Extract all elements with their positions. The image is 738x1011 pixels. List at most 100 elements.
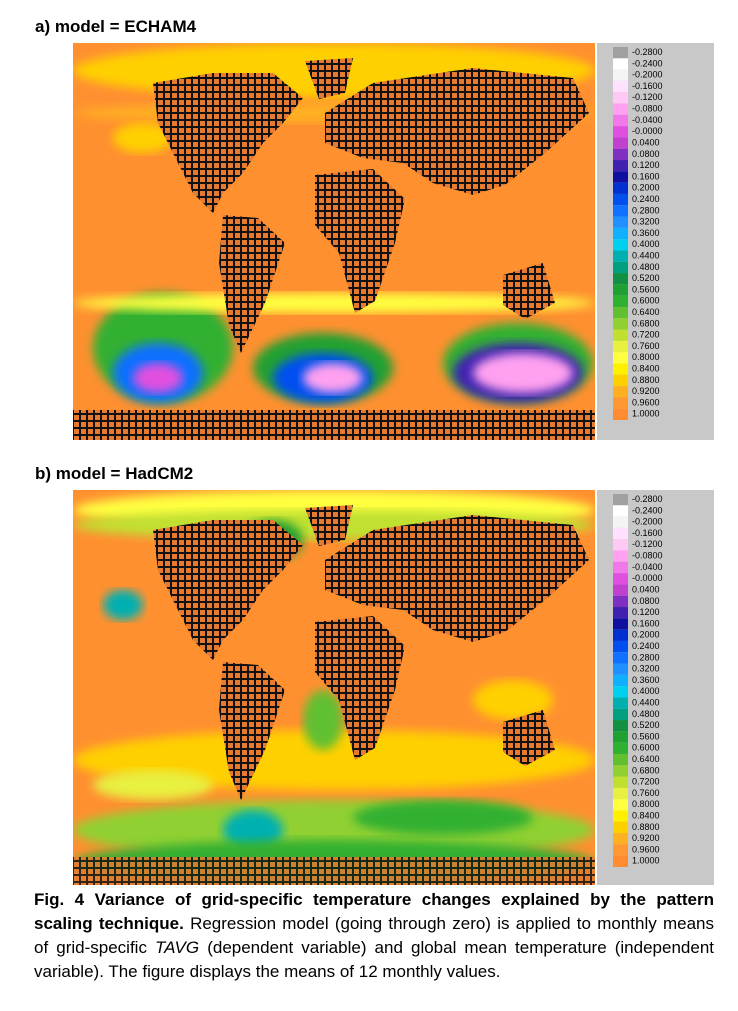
land-mask	[153, 73, 303, 213]
legend-label: 0.2400	[632, 641, 660, 651]
field-region	[473, 680, 553, 720]
legend-swatch	[613, 318, 628, 330]
legend-label: -0.2400	[632, 58, 663, 68]
field-region	[93, 770, 213, 800]
legend-swatch	[613, 652, 628, 664]
legend-label: 0.0800	[632, 149, 660, 159]
legend-swatch	[613, 527, 628, 540]
legend-swatch	[613, 550, 628, 562]
legend-label: 1.0000	[632, 856, 660, 866]
legend-swatch	[613, 137, 628, 149]
legend-label: 0.8000	[632, 352, 660, 362]
legend-swatch	[613, 374, 628, 387]
legend-swatch	[613, 720, 628, 732]
legend-swatch	[613, 561, 628, 574]
field-region	[473, 353, 573, 393]
map-panel	[73, 43, 595, 440]
field-region	[303, 363, 363, 393]
legend-label: -0.1600	[632, 81, 663, 91]
legend-label: 0.0800	[632, 596, 660, 606]
caption-text: Regression model (going through zero) is…	[34, 914, 714, 957]
legend-label: 0.4000	[632, 686, 660, 696]
legend-label: 0.3600	[632, 675, 660, 685]
legend-label: 0.3200	[632, 217, 660, 227]
field-region	[113, 123, 173, 153]
land-mask	[305, 505, 353, 546]
field-region	[133, 363, 183, 393]
legend-swatch	[613, 227, 628, 240]
legend-label: 0.6000	[632, 296, 660, 306]
legend-swatch	[613, 708, 628, 721]
legend-swatch	[613, 80, 628, 93]
legend-label: -0.0800	[632, 551, 663, 561]
legend-label: 0.2800	[632, 652, 660, 662]
legend-label: 0.5200	[632, 273, 660, 283]
legend-swatch	[613, 103, 628, 115]
field-region	[223, 810, 283, 850]
land-mask	[305, 58, 353, 99]
legend-label: -0.0400	[632, 115, 663, 125]
caption: Fig. 4 Variance of grid-specific tempera…	[34, 888, 714, 984]
legend-label: 0.5600	[632, 284, 660, 294]
legend-swatch	[613, 58, 628, 70]
legend-label: 0.8800	[632, 375, 660, 385]
legend-label: 0.1600	[632, 618, 660, 628]
legend-swatch	[613, 573, 628, 585]
legend-swatch	[613, 787, 628, 800]
legend-label: 0.9600	[632, 397, 660, 407]
legend-swatch	[613, 216, 628, 228]
legend-swatch	[613, 505, 628, 517]
legend-swatch	[613, 607, 628, 619]
land-mask	[219, 215, 285, 353]
legend-label: -0.2000	[632, 517, 663, 527]
legend-swatch	[613, 855, 628, 867]
legend-swatch	[613, 731, 628, 743]
legend-label: 0.4800	[632, 262, 660, 272]
legend-label: -0.0400	[632, 562, 663, 572]
legend-swatch	[613, 663, 628, 675]
legend-label: -0.2000	[632, 70, 663, 80]
legend-swatch	[613, 799, 628, 811]
figure-graphics: a) model = ECHAM4 b) model = HadCM2 -0.2…	[35, 17, 714, 887]
legend-swatch	[613, 148, 628, 161]
caption-lead: Fig. 4 Variance of grid-specific tempera…	[34, 890, 714, 933]
legend-label: -0.0800	[632, 104, 663, 114]
panel-title: b) model = HadCM2	[35, 464, 193, 483]
legend-label: -0.1600	[632, 528, 663, 538]
legend-swatch	[613, 239, 628, 251]
legend-label: 0.5600	[632, 731, 660, 741]
legend-swatch	[613, 595, 628, 608]
legend-label: -0.2800	[632, 494, 663, 504]
legend-label: 0.4400	[632, 250, 660, 260]
legend-label: 0.4800	[632, 709, 660, 719]
legend-label: 0.0400	[632, 584, 660, 594]
legend-label: 0.6800	[632, 318, 660, 328]
legend-swatch	[613, 629, 628, 641]
legend-swatch	[613, 114, 628, 127]
legend-swatch	[613, 182, 628, 194]
legend-label: 0.8400	[632, 811, 660, 821]
legend-swatch	[613, 697, 628, 709]
field-region	[103, 590, 143, 620]
field-region	[73, 730, 595, 790]
legend-swatch	[613, 408, 628, 420]
legend-label: -0.0000	[632, 126, 663, 136]
legend-swatch	[613, 340, 628, 353]
legend-label: 1.0000	[632, 409, 660, 419]
legend-swatch	[613, 363, 628, 375]
legend-label: 0.6400	[632, 754, 660, 764]
legend-label: 0.7600	[632, 341, 660, 351]
legend-label: 0.9200	[632, 386, 660, 396]
land-mask	[503, 263, 555, 319]
legend-label: -0.2400	[632, 505, 663, 515]
field-region	[353, 800, 533, 835]
colorbar: -0.2800-0.2400 -0.2000-0.1600-0.1200 -0.08…	[597, 490, 714, 887]
map-panel	[73, 490, 595, 887]
legend-swatch	[613, 329, 628, 341]
legend-swatch	[613, 640, 628, 653]
legend-swatch	[613, 273, 628, 285]
field-region	[73, 293, 595, 313]
legend-swatch	[613, 539, 628, 551]
legend-label: 0.1200	[632, 160, 660, 170]
legend-label: 0.8400	[632, 364, 660, 374]
